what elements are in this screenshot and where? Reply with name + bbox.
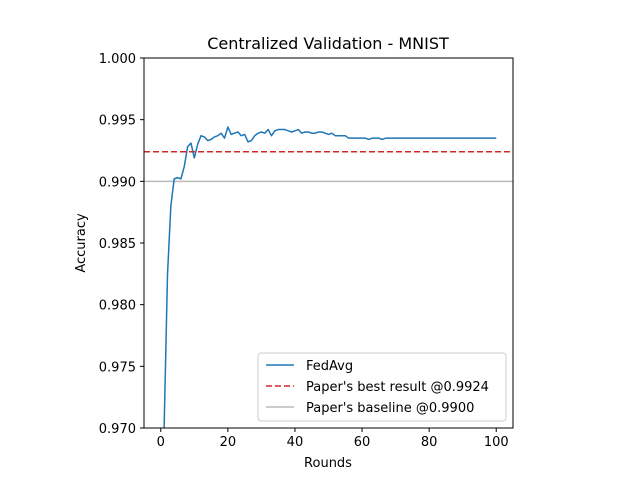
x-tick-label: 20 xyxy=(220,435,237,450)
fedavg-line xyxy=(163,126,497,428)
x-tick-label: 60 xyxy=(354,435,371,450)
x-tick-label: 0 xyxy=(157,435,165,450)
y-tick-label: 0.970 xyxy=(99,422,136,437)
y-tick-label: 1.000 xyxy=(99,52,136,67)
legend-label-best: Paper's best result @0.9924 xyxy=(306,380,489,395)
x-tick-label: 100 xyxy=(484,435,509,450)
legend-label-fedavg: FedAvg xyxy=(306,359,353,374)
y-tick-label: 0.975 xyxy=(99,360,136,375)
legend: FedAvg Paper's best result @0.9924 Paper… xyxy=(257,352,507,422)
x-axis-label: Rounds xyxy=(304,456,352,471)
y-axis-label: Accuracy xyxy=(74,213,89,273)
legend-label-baseline: Paper's baseline @0.9900 xyxy=(306,401,474,416)
y-tick-label: 0.980 xyxy=(99,299,136,314)
y-tick-label: 0.995 xyxy=(99,114,136,129)
plot-lines xyxy=(144,126,513,428)
y-tick-label: 0.985 xyxy=(99,237,136,252)
x-tick-label: 40 xyxy=(287,435,304,450)
y-axis-ticks: 0.970 0.975 0.980 0.985 0.990 0.995 1.000 xyxy=(99,52,144,437)
x-axis-ticks: 0 20 40 60 80 100 xyxy=(157,428,509,450)
chart-title: Centralized Validation - MNIST xyxy=(207,34,449,53)
legend-box xyxy=(257,352,507,422)
x-tick-label: 80 xyxy=(421,435,438,450)
y-tick-label: 0.990 xyxy=(99,175,136,190)
